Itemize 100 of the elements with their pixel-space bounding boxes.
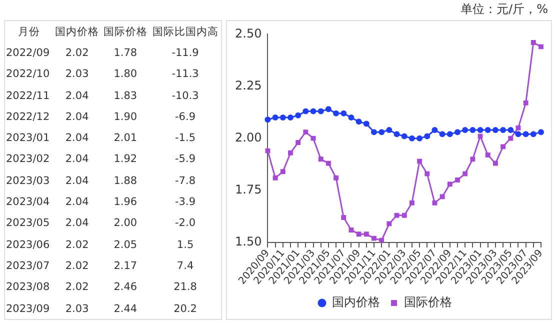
point <box>409 200 414 206</box>
point <box>272 114 278 121</box>
point <box>439 131 446 138</box>
point <box>340 110 347 116</box>
point <box>386 221 392 226</box>
y-tick-label: 2.00 <box>235 130 262 144</box>
data-label: 2.17 <box>112 258 138 274</box>
data-label: -5.9 <box>174 152 197 168</box>
point <box>530 40 536 46</box>
point <box>378 129 385 136</box>
point <box>447 182 452 187</box>
point <box>280 114 286 121</box>
point <box>326 160 331 166</box>
point <box>295 112 302 118</box>
point <box>455 178 460 182</box>
category-label: 2023/05 <box>5 216 51 232</box>
point <box>432 127 438 133</box>
point <box>462 127 468 133</box>
point <box>446 131 453 138</box>
point <box>280 169 286 174</box>
data-label: 2.04 <box>64 195 90 210</box>
category-label: 2023/06 <box>5 238 51 253</box>
point <box>356 118 362 125</box>
y-tick-label: 1.50 <box>235 234 262 249</box>
point <box>310 136 316 141</box>
point <box>500 127 506 133</box>
text: 国际价格 <box>102 24 148 40</box>
point <box>348 227 354 232</box>
category-label: 2023/04 <box>5 195 51 210</box>
point <box>500 144 506 150</box>
point <box>356 232 362 237</box>
point <box>334 175 339 180</box>
legend-label: 国内价格 <box>332 295 380 310</box>
category-label: 2022/10 <box>5 67 51 82</box>
point <box>318 108 324 114</box>
point <box>394 212 400 218</box>
category-label: 2023/09 <box>5 302 51 316</box>
point <box>302 108 309 114</box>
point <box>523 100 528 106</box>
point <box>470 127 476 133</box>
point <box>333 110 340 116</box>
point <box>440 194 445 200</box>
data-label: 2.03 <box>64 67 90 82</box>
point <box>416 135 423 142</box>
point <box>363 120 370 127</box>
point <box>492 160 498 166</box>
point <box>372 236 376 241</box>
data-label: 2.04 <box>64 88 90 104</box>
point <box>272 175 278 180</box>
y-tick-label: 1.75 <box>235 182 262 197</box>
point <box>417 158 422 164</box>
point <box>303 130 308 135</box>
data-label: 1.90 <box>112 110 138 125</box>
point <box>485 152 490 158</box>
data-label: 2.01 <box>112 131 138 146</box>
data-label: 1.92 <box>112 152 138 168</box>
point <box>318 156 324 162</box>
point <box>370 129 377 136</box>
category-label: 2023/03 <box>5 174 51 189</box>
point <box>530 131 536 138</box>
text: 单位：元/斤，% <box>460 1 548 18</box>
y-tick-label: 2.50 <box>235 26 262 40</box>
category-label: 2022/12 <box>5 110 51 125</box>
data-label: 2.46 <box>112 280 138 296</box>
point <box>424 133 430 140</box>
data-label: 2.44 <box>112 302 138 316</box>
point <box>386 127 392 133</box>
data-label: -3.9 <box>174 195 197 210</box>
data-label: 1.5 <box>176 238 195 253</box>
point <box>402 212 407 218</box>
legend-label: 国际价格 <box>404 295 452 310</box>
category-label: 2023/08 <box>5 280 51 296</box>
data-label: 2.04 <box>64 131 90 146</box>
y-tick-label: 2.25 <box>235 78 262 92</box>
data-label: 2.03 <box>64 302 90 316</box>
point <box>538 129 544 136</box>
point <box>470 156 476 162</box>
data-label: 1.80 <box>112 67 138 82</box>
data-label: -10.3 <box>170 88 200 104</box>
data-label: -11.9 <box>170 46 200 61</box>
data-label: 2.02 <box>64 238 90 253</box>
data-label: 1.88 <box>112 174 138 189</box>
data-label: 2.04 <box>64 174 90 189</box>
category-label: 2023/01 <box>5 131 51 146</box>
point <box>484 127 491 133</box>
point <box>296 140 301 145</box>
data-label: 1.83 <box>112 88 138 104</box>
point <box>265 148 270 154</box>
point <box>287 114 294 121</box>
point <box>325 106 332 112</box>
point <box>492 127 498 133</box>
data-label: -6.9 <box>174 110 197 125</box>
data-label: 2.02 <box>64 46 90 61</box>
point <box>408 135 415 142</box>
text: 国内价格 <box>54 24 100 40</box>
point <box>264 116 271 123</box>
point <box>401 133 408 140</box>
point <box>379 238 384 242</box>
data-label: -11.3 <box>170 67 200 82</box>
data-label: 2.00 <box>112 216 138 232</box>
